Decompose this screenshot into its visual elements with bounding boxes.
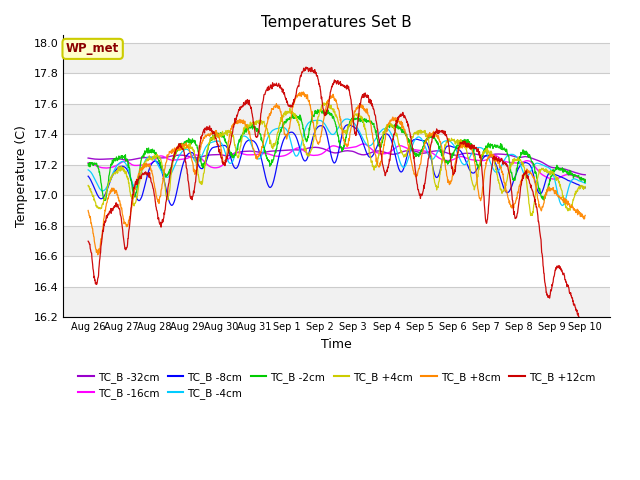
Text: WP_met: WP_met — [66, 42, 119, 55]
X-axis label: Time: Time — [321, 338, 352, 351]
Bar — [63, 43, 610, 73]
Bar — [63, 165, 610, 195]
Bar — [63, 287, 610, 317]
Bar — [63, 226, 610, 256]
Y-axis label: Temperature (C): Temperature (C) — [15, 125, 28, 227]
Bar — [63, 104, 610, 134]
Title: Temperatures Set B: Temperatures Set B — [261, 15, 412, 30]
Legend: TC_B -32cm, TC_B -16cm, TC_B -8cm, TC_B -4cm, TC_B -2cm, TC_B +4cm, TC_B +8cm, T: TC_B -32cm, TC_B -16cm, TC_B -8cm, TC_B … — [74, 368, 600, 403]
